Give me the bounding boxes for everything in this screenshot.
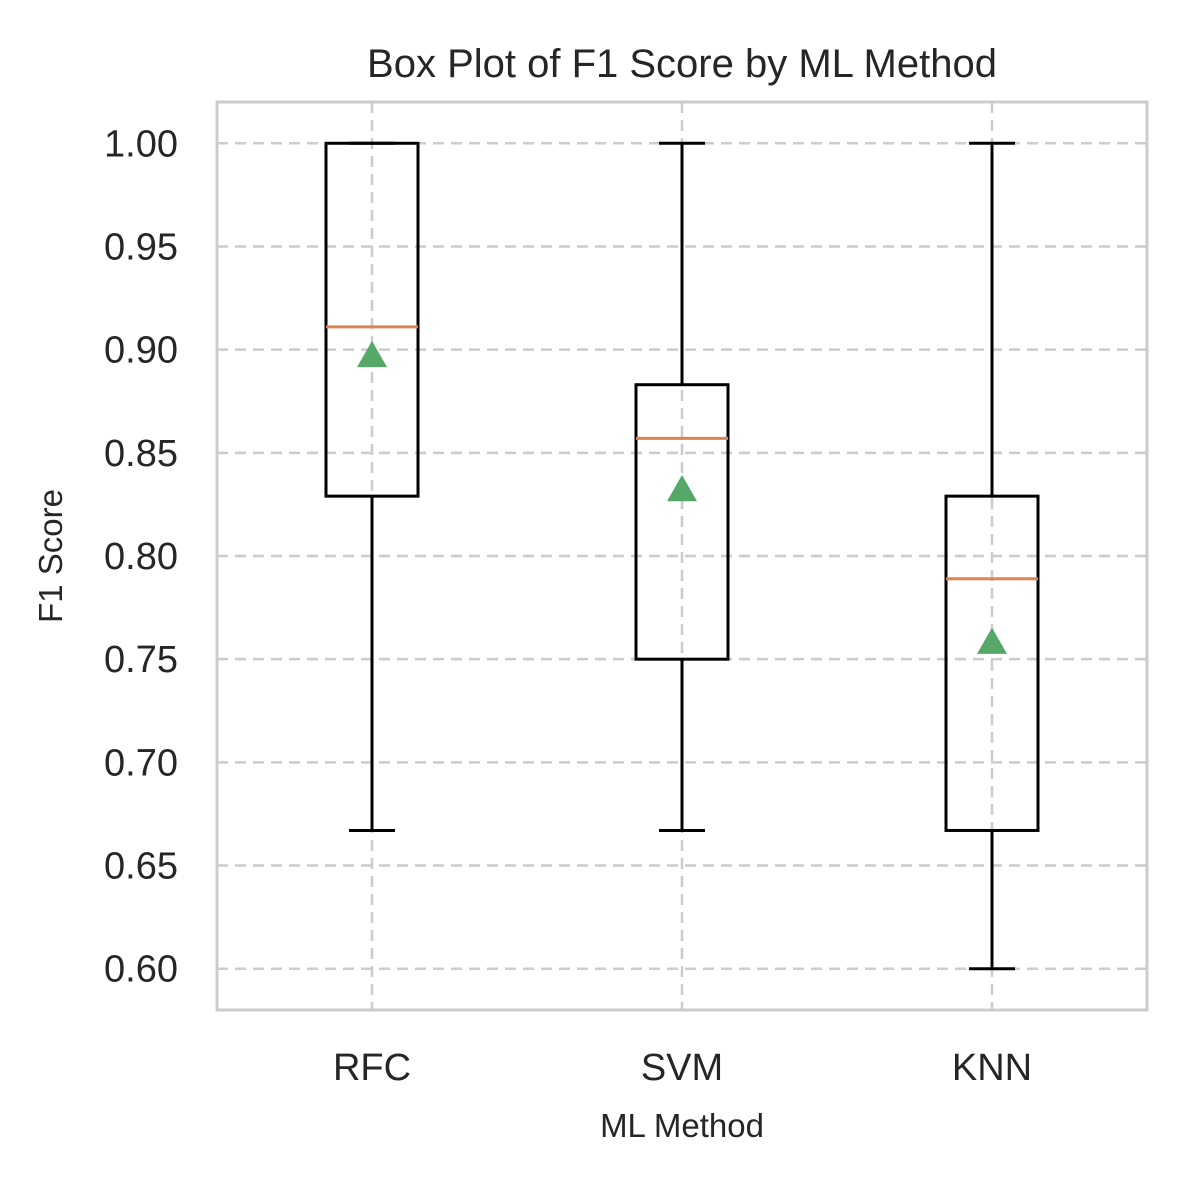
y-tick-labels: 0.60 0.65 0.70 0.75 0.80 0.85 0.90 0.95 1.00 xyxy=(104,123,178,990)
boxes xyxy=(324,141,1040,971)
y-tick-label: 0.60 xyxy=(104,949,178,991)
box-rfc xyxy=(324,141,420,832)
y-tick-label: 0.75 xyxy=(104,639,178,681)
iqr-box xyxy=(944,494,1040,832)
y-tick-label: 0.80 xyxy=(104,536,178,578)
iqr-box xyxy=(634,383,730,661)
mean-marker xyxy=(977,627,1007,654)
iqr-box xyxy=(324,141,420,498)
x-tick-label: SVM xyxy=(641,1047,723,1089)
y-tick-label: 0.90 xyxy=(104,330,178,372)
y-tick-label: 0.85 xyxy=(104,433,178,475)
x-axis-label: ML Method xyxy=(600,1107,764,1144)
y-tick-label: 0.65 xyxy=(104,846,178,888)
y-axis-label: F1 Score xyxy=(32,489,69,623)
plot-frame xyxy=(215,100,1149,1012)
mean-marker xyxy=(357,340,387,368)
x-tick-label: KNN xyxy=(952,1047,1032,1089)
x-tick-labels: RFC SVM KNN xyxy=(333,1047,1032,1089)
y-tick-label: 1.00 xyxy=(104,123,178,165)
mean-marker xyxy=(667,474,697,502)
y-tick-label: 0.95 xyxy=(104,226,178,268)
box-knn xyxy=(944,141,1040,971)
x-tick-label: RFC xyxy=(333,1047,411,1089)
chart-title: Box Plot of F1 Score by ML Method xyxy=(367,42,997,86)
box-svm xyxy=(634,141,730,832)
y-tick-label: 0.70 xyxy=(104,742,178,784)
